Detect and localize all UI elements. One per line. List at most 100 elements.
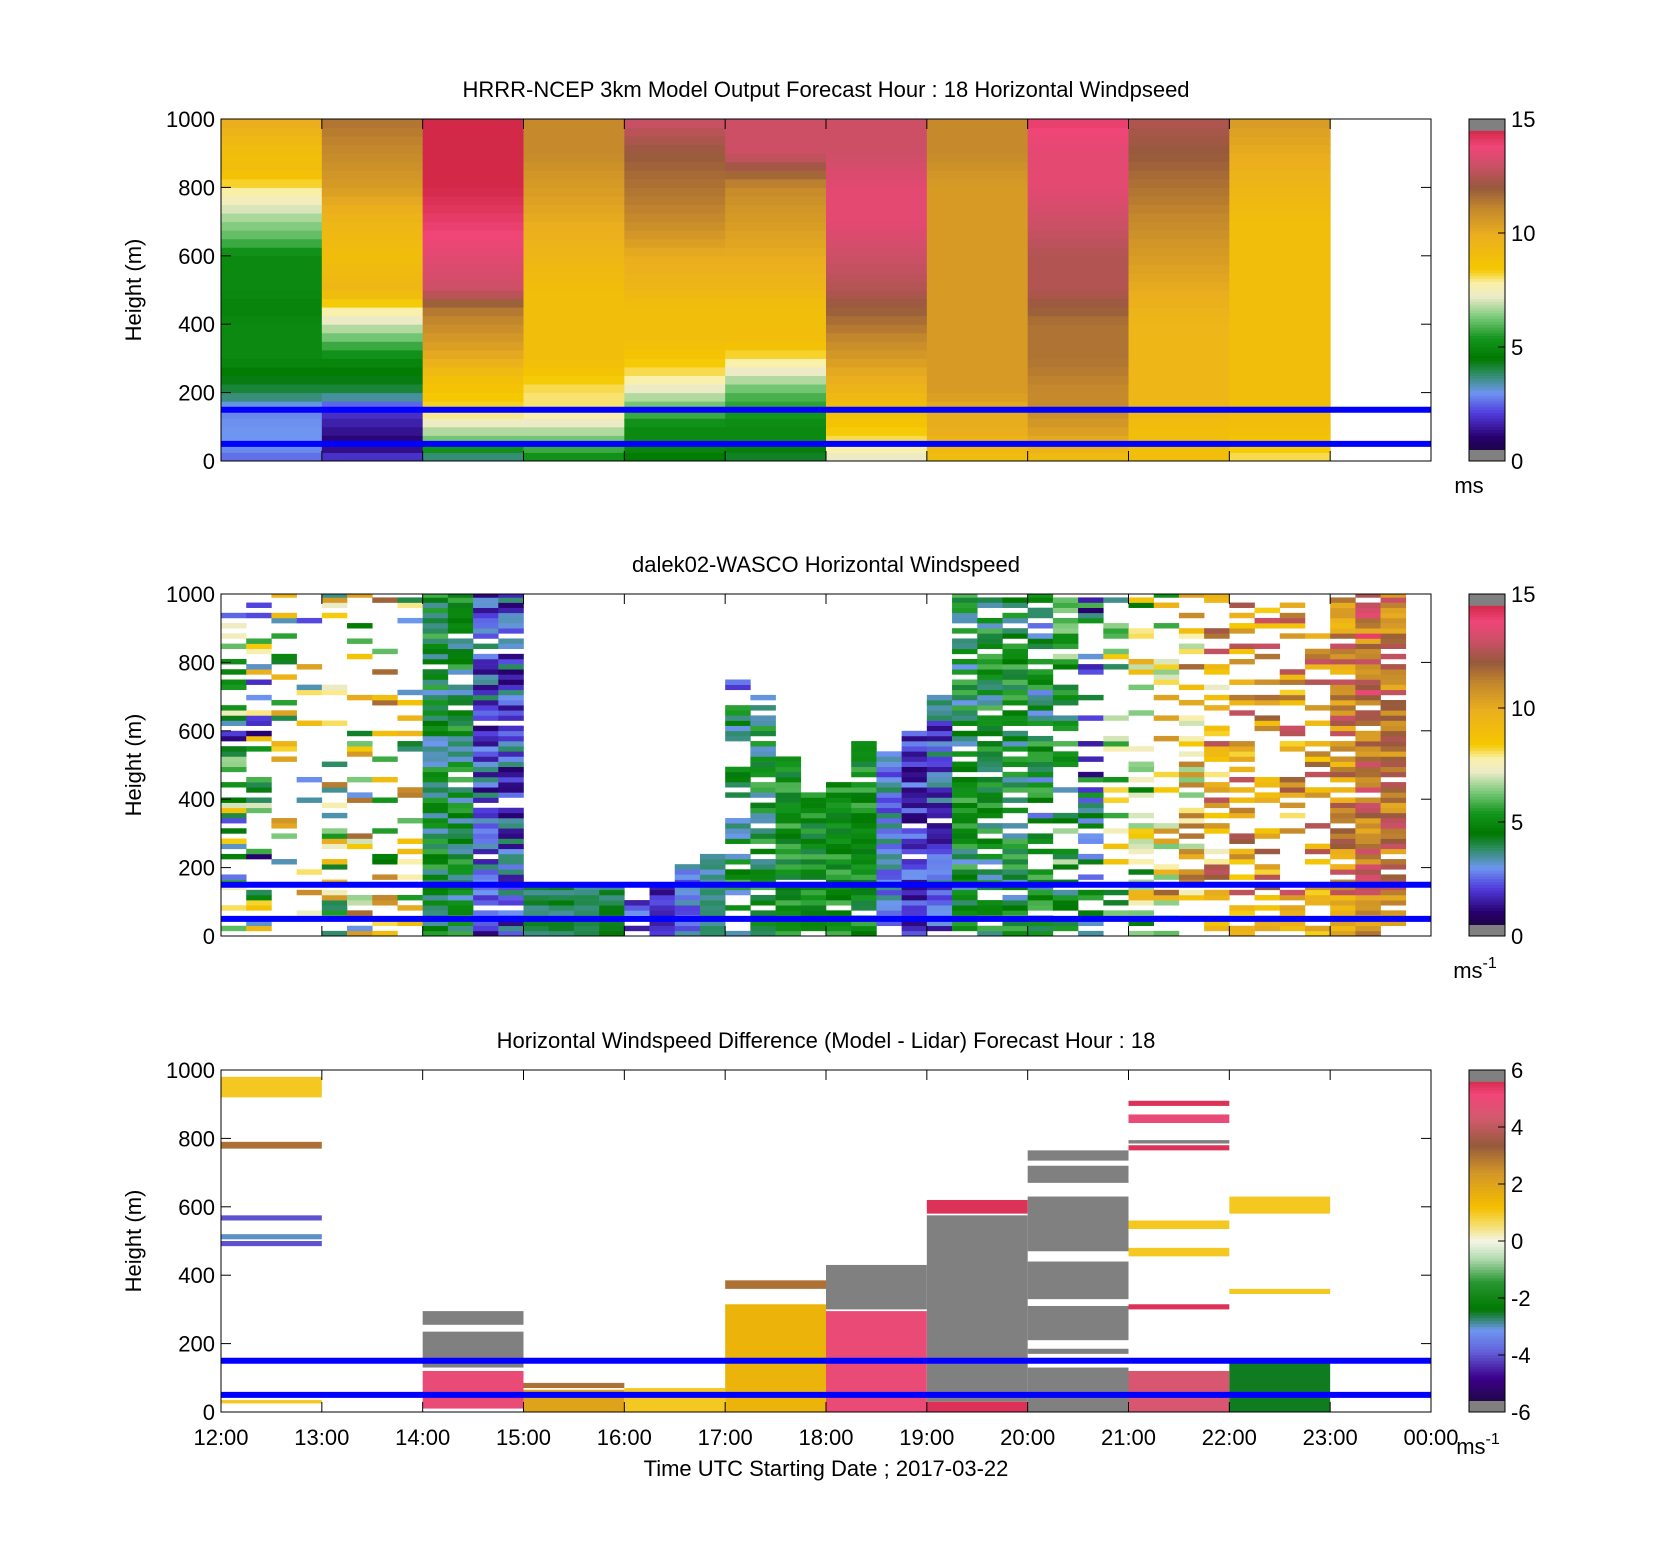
- heatmap-cell: [1380, 771, 1407, 778]
- heatmap-cell: [1078, 669, 1104, 675]
- heatmap-cell: [1380, 761, 1407, 768]
- heatmap-cell: [826, 264, 928, 274]
- colorbar-swatch: [1469, 255, 1505, 260]
- heatmap-cell: [422, 341, 524, 351]
- heatmap-cell: [1380, 782, 1407, 788]
- heatmap-cell: [1128, 178, 1230, 188]
- heatmap-cell: [347, 594, 373, 598]
- colorbar-swatch: [1469, 753, 1505, 757]
- heatmap-cell: [977, 807, 1003, 814]
- colorbar-swatch: [1469, 628, 1505, 632]
- heatmap-cell: [1052, 720, 1079, 726]
- heatmap-cell: [498, 594, 524, 598]
- heatmap-cell: [422, 905, 449, 911]
- colorbar-swatch: [1469, 429, 1505, 433]
- colorbar-swatch: [1469, 1181, 1505, 1185]
- colorbar-swatch: [1469, 270, 1505, 274]
- heatmap-cell: [1178, 766, 1205, 773]
- heatmap-cell: [1128, 812, 1155, 819]
- x-tick-label: 12:00: [193, 1425, 248, 1450]
- heatmap-cell: [952, 751, 978, 757]
- heatmap-cell: [321, 597, 348, 603]
- heatmap-cell: [1330, 812, 1356, 819]
- heatmap-cell: [1229, 756, 1255, 762]
- heatmap-cell: [321, 859, 348, 865]
- heatmap-cell: [447, 617, 474, 624]
- colorbar-swatch: [1469, 198, 1505, 203]
- heatmap-cell: [498, 853, 524, 860]
- heatmap-cell: [674, 900, 701, 906]
- colorbar-swatch: [1469, 839, 1505, 843]
- heatmap-cell: [1254, 792, 1281, 798]
- heatmap-cell: [271, 653, 297, 660]
- heatmap-cell: [1204, 920, 1230, 927]
- heatmap-cell: [851, 782, 877, 788]
- colorbar-swatch: [1469, 401, 1505, 405]
- heatmap-cell: [1330, 889, 1356, 896]
- heatmap-cell: [901, 910, 928, 916]
- heatmap-cell: [826, 792, 852, 798]
- heatmap-cell: [422, 187, 524, 197]
- colorbar-swatch: [1469, 645, 1505, 649]
- colorbar-swatch: [1469, 927, 1505, 931]
- heatmap-cell: [1204, 771, 1230, 778]
- heatmap-cell: [422, 628, 449, 634]
- heatmap-cell: [221, 802, 247, 809]
- y-tick-label: 1000: [166, 107, 215, 132]
- heatmap-cell: [498, 920, 524, 927]
- heatmap-cell: [221, 119, 323, 129]
- heatmap-cell: [1052, 617, 1079, 624]
- heatmap-cell: [1355, 869, 1381, 875]
- heatmap-cell: [1128, 602, 1155, 608]
- heatmap-cell: [1229, 658, 1255, 665]
- heatmap-cell: [1027, 715, 1054, 721]
- heatmap-cell: [1330, 720, 1356, 726]
- colorbar-swatch: [1469, 796, 1505, 800]
- heatmap-cell: [1178, 735, 1205, 742]
- heatmap-cell: [221, 230, 323, 240]
- colorbar-swatch: [1469, 1389, 1505, 1393]
- heatmap-cell: [826, 828, 852, 834]
- heatmap-cell: [1330, 653, 1356, 660]
- heatmap-cell: [1330, 607, 1356, 614]
- heatmap-cell: [901, 771, 928, 778]
- heatmap-cell: [750, 864, 776, 870]
- panel-2-unit-base: ms: [1453, 958, 1482, 983]
- heatmap-cell: [1380, 689, 1407, 696]
- heatmap-cell: [1078, 617, 1104, 624]
- heatmap-cell: [901, 807, 928, 814]
- colorbar-swatch: [1469, 158, 1505, 163]
- colorbar-swatch: [1469, 713, 1505, 717]
- heatmap-cell: [926, 751, 953, 757]
- heatmap-cell: [1027, 213, 1129, 223]
- heatmap-cell: [347, 792, 373, 798]
- colorbar-swatch: [1469, 867, 1505, 871]
- colorbar-tick-label: 6: [1511, 1058, 1523, 1083]
- heatmap-cell: [347, 751, 373, 757]
- heatmap-cell: [1380, 823, 1407, 829]
- colorbar-swatch: [1469, 441, 1505, 445]
- heatmap-cell: [271, 818, 297, 824]
- heatmap-cell: [1178, 761, 1205, 768]
- heatmap-cell: [447, 828, 474, 834]
- colorbar-swatch: [1469, 727, 1505, 732]
- heatmap-cell: [952, 648, 978, 655]
- heatmap-cell: [246, 679, 272, 685]
- heatmap-cell: [1229, 298, 1331, 308]
- heatmap-cell: [1254, 725, 1281, 732]
- heatmap-cell: [321, 594, 348, 598]
- heatmap-cell: [1330, 648, 1356, 655]
- heatmap-cell: [1380, 664, 1407, 670]
- heatmap-cell: [1178, 812, 1205, 819]
- colorbar-swatch: [1469, 443, 1505, 448]
- heatmap-cell: [1153, 735, 1180, 742]
- colorbar-swatch: [1469, 173, 1505, 177]
- heatmap-cell: [1153, 828, 1180, 834]
- panel-2-reference-lines: [221, 881, 1431, 922]
- heatmap-cell: [826, 366, 928, 376]
- heatmap-cell: [725, 435, 827, 445]
- heatmap-cell: [1279, 802, 1306, 809]
- heatmap-cell: [1330, 700, 1356, 706]
- heatmap-cell: [321, 178, 424, 188]
